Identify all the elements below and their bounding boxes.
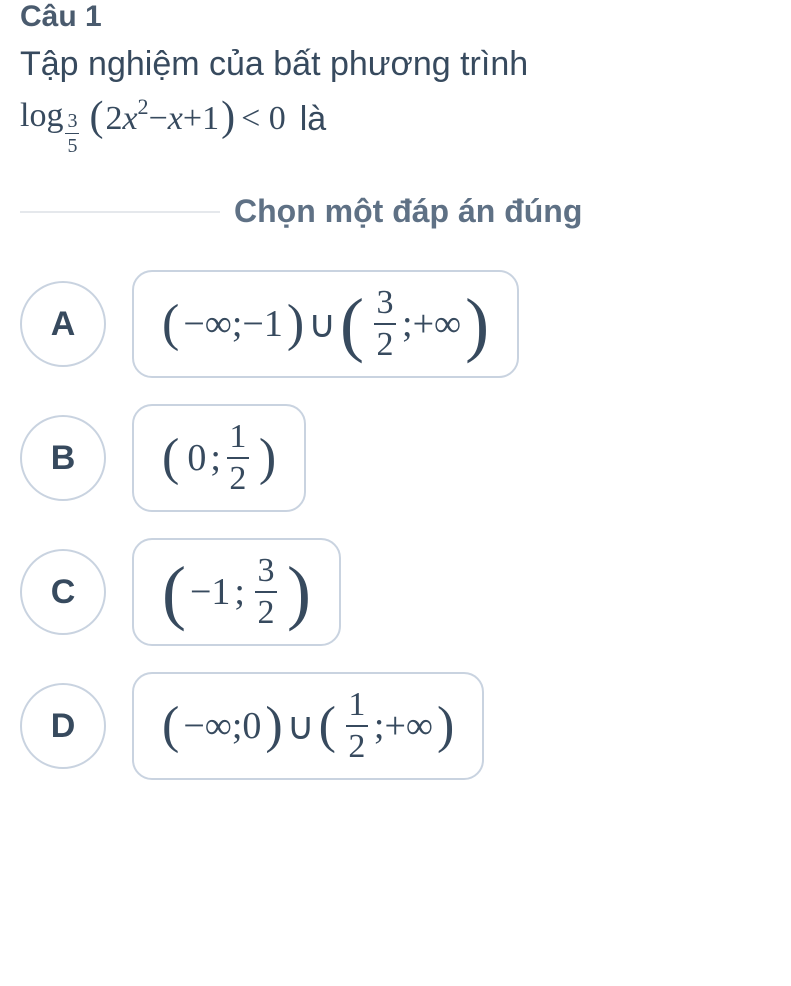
question-prompt: Tập nghiệm của bất phương trình [20,40,771,89]
coef-2: 2 [105,100,122,138]
lparen: ( [158,432,183,484]
log-base-fraction: 3 5 [65,111,79,157]
fraction-3-2: 3 2 [374,286,396,362]
fraction-bar [346,725,368,727]
infinity-icon: ∞ [205,302,232,346]
option-c-circle[interactable]: C [20,549,106,635]
neg: − [242,302,263,346]
rparen: ) [261,700,286,752]
var-x: x [122,100,137,138]
one: 1 [264,302,283,346]
lparen: ( [158,700,183,752]
rparen: ) [283,298,308,350]
neg: − [183,302,204,346]
semicolon: ; [232,302,243,346]
lparen-big: ( [336,288,368,360]
question-expression: log 3 5 ( 2 x 2 − x + 1 ) < 0 là [20,95,771,143]
question-number: Câu 1 [20,0,771,34]
rparen-big: ) [283,556,315,628]
plus: + [413,302,434,346]
fraction-1-2: 1 2 [227,420,249,496]
log-text: log [20,97,63,135]
fraction-bar [65,133,79,135]
semicolon: ; [230,570,249,614]
option-d-math: ( − ∞ ; 0 ) ∪ ( 1 2 ; + ∞ ) [158,688,458,764]
divider-line [20,211,220,213]
rparen-big: ) [461,288,493,360]
neg: − [183,704,204,748]
plus: + [384,704,405,748]
zero: 0 [183,436,210,480]
fraction-bar [255,591,277,593]
option-c-math: ( − 1 ; 3 2 ) [158,554,315,630]
lparen: ( [87,93,105,141]
option-d-content[interactable]: ( − ∞ ; 0 ) ∪ ( 1 2 ; + ∞ ) [132,672,484,780]
lparen: ( [315,700,340,752]
minus: − [149,100,168,138]
zero: 0 [242,704,261,748]
rparen: ) [219,93,237,141]
frac-den: 2 [377,328,394,362]
rparen: ) [255,432,280,484]
log-base-num: 3 [67,111,77,131]
cmp-lt-zero: < 0 [237,100,290,138]
one: 1 [211,570,230,614]
fraction-1-2: 1 2 [346,688,368,764]
neg: − [190,570,211,614]
suffix-la: là [300,100,326,139]
option-d[interactable]: D ( − ∞ ; 0 ) ∪ ( 1 2 ; + ∞ ) [20,672,771,780]
lparen: ( [158,298,183,350]
option-a[interactable]: A ( − ∞ ; − 1 ) ∪ ( 3 2 ; + ∞ [20,270,771,378]
infinity-icon: ∞ [406,704,433,748]
var-x2: x [168,100,183,138]
semicolon: ; [210,436,221,480]
semicolon: ; [232,704,243,748]
option-a-math: ( − ∞ ; − 1 ) ∪ ( 3 2 ; + ∞ ) [158,286,493,362]
frac-den: 2 [348,730,365,764]
fraction-3-2: 3 2 [255,554,277,630]
plus: + [183,100,202,138]
option-b[interactable]: B ( 0 ; 1 2 ) [20,404,771,512]
frac-num: 1 [229,420,246,454]
option-b-math: ( 0 ; 1 2 ) [158,420,280,496]
fraction-bar [374,323,396,325]
semicolon: ; [402,302,413,346]
log-with-base: log 3 5 [20,97,79,143]
instruction-row: Chọn một đáp án đúng [20,193,771,230]
question-container: Câu 1 Tập nghiệm của bất phương trình lo… [0,0,791,836]
frac-num: 3 [377,286,394,320]
frac-den: 2 [229,462,246,496]
frac-den: 2 [257,596,274,630]
union-icon: ∪ [287,704,315,749]
option-a-content[interactable]: ( − ∞ ; − 1 ) ∪ ( 3 2 ; + ∞ ) [132,270,519,378]
rparen: ) [433,700,458,752]
fraction-bar [227,457,249,459]
frac-num: 3 [257,554,274,588]
const-1: 1 [202,100,219,138]
exponent-2: 2 [138,94,149,120]
infinity-icon: ∞ [205,704,232,748]
semicolon: ; [374,704,385,748]
option-d-circle[interactable]: D [20,683,106,769]
instruction-text: Chọn một đáp án đúng [220,193,596,230]
union-icon: ∪ [308,302,336,347]
option-c-content[interactable]: ( − 1 ; 3 2 ) [132,538,341,646]
option-b-content[interactable]: ( 0 ; 1 2 ) [132,404,306,512]
option-b-circle[interactable]: B [20,415,106,501]
infinity-icon: ∞ [434,302,461,346]
frac-num: 1 [348,688,365,722]
option-c[interactable]: C ( − 1 ; 3 2 ) [20,538,771,646]
lparen-big: ( [158,556,190,628]
log-base-den: 5 [67,136,77,156]
option-a-circle[interactable]: A [20,281,106,367]
